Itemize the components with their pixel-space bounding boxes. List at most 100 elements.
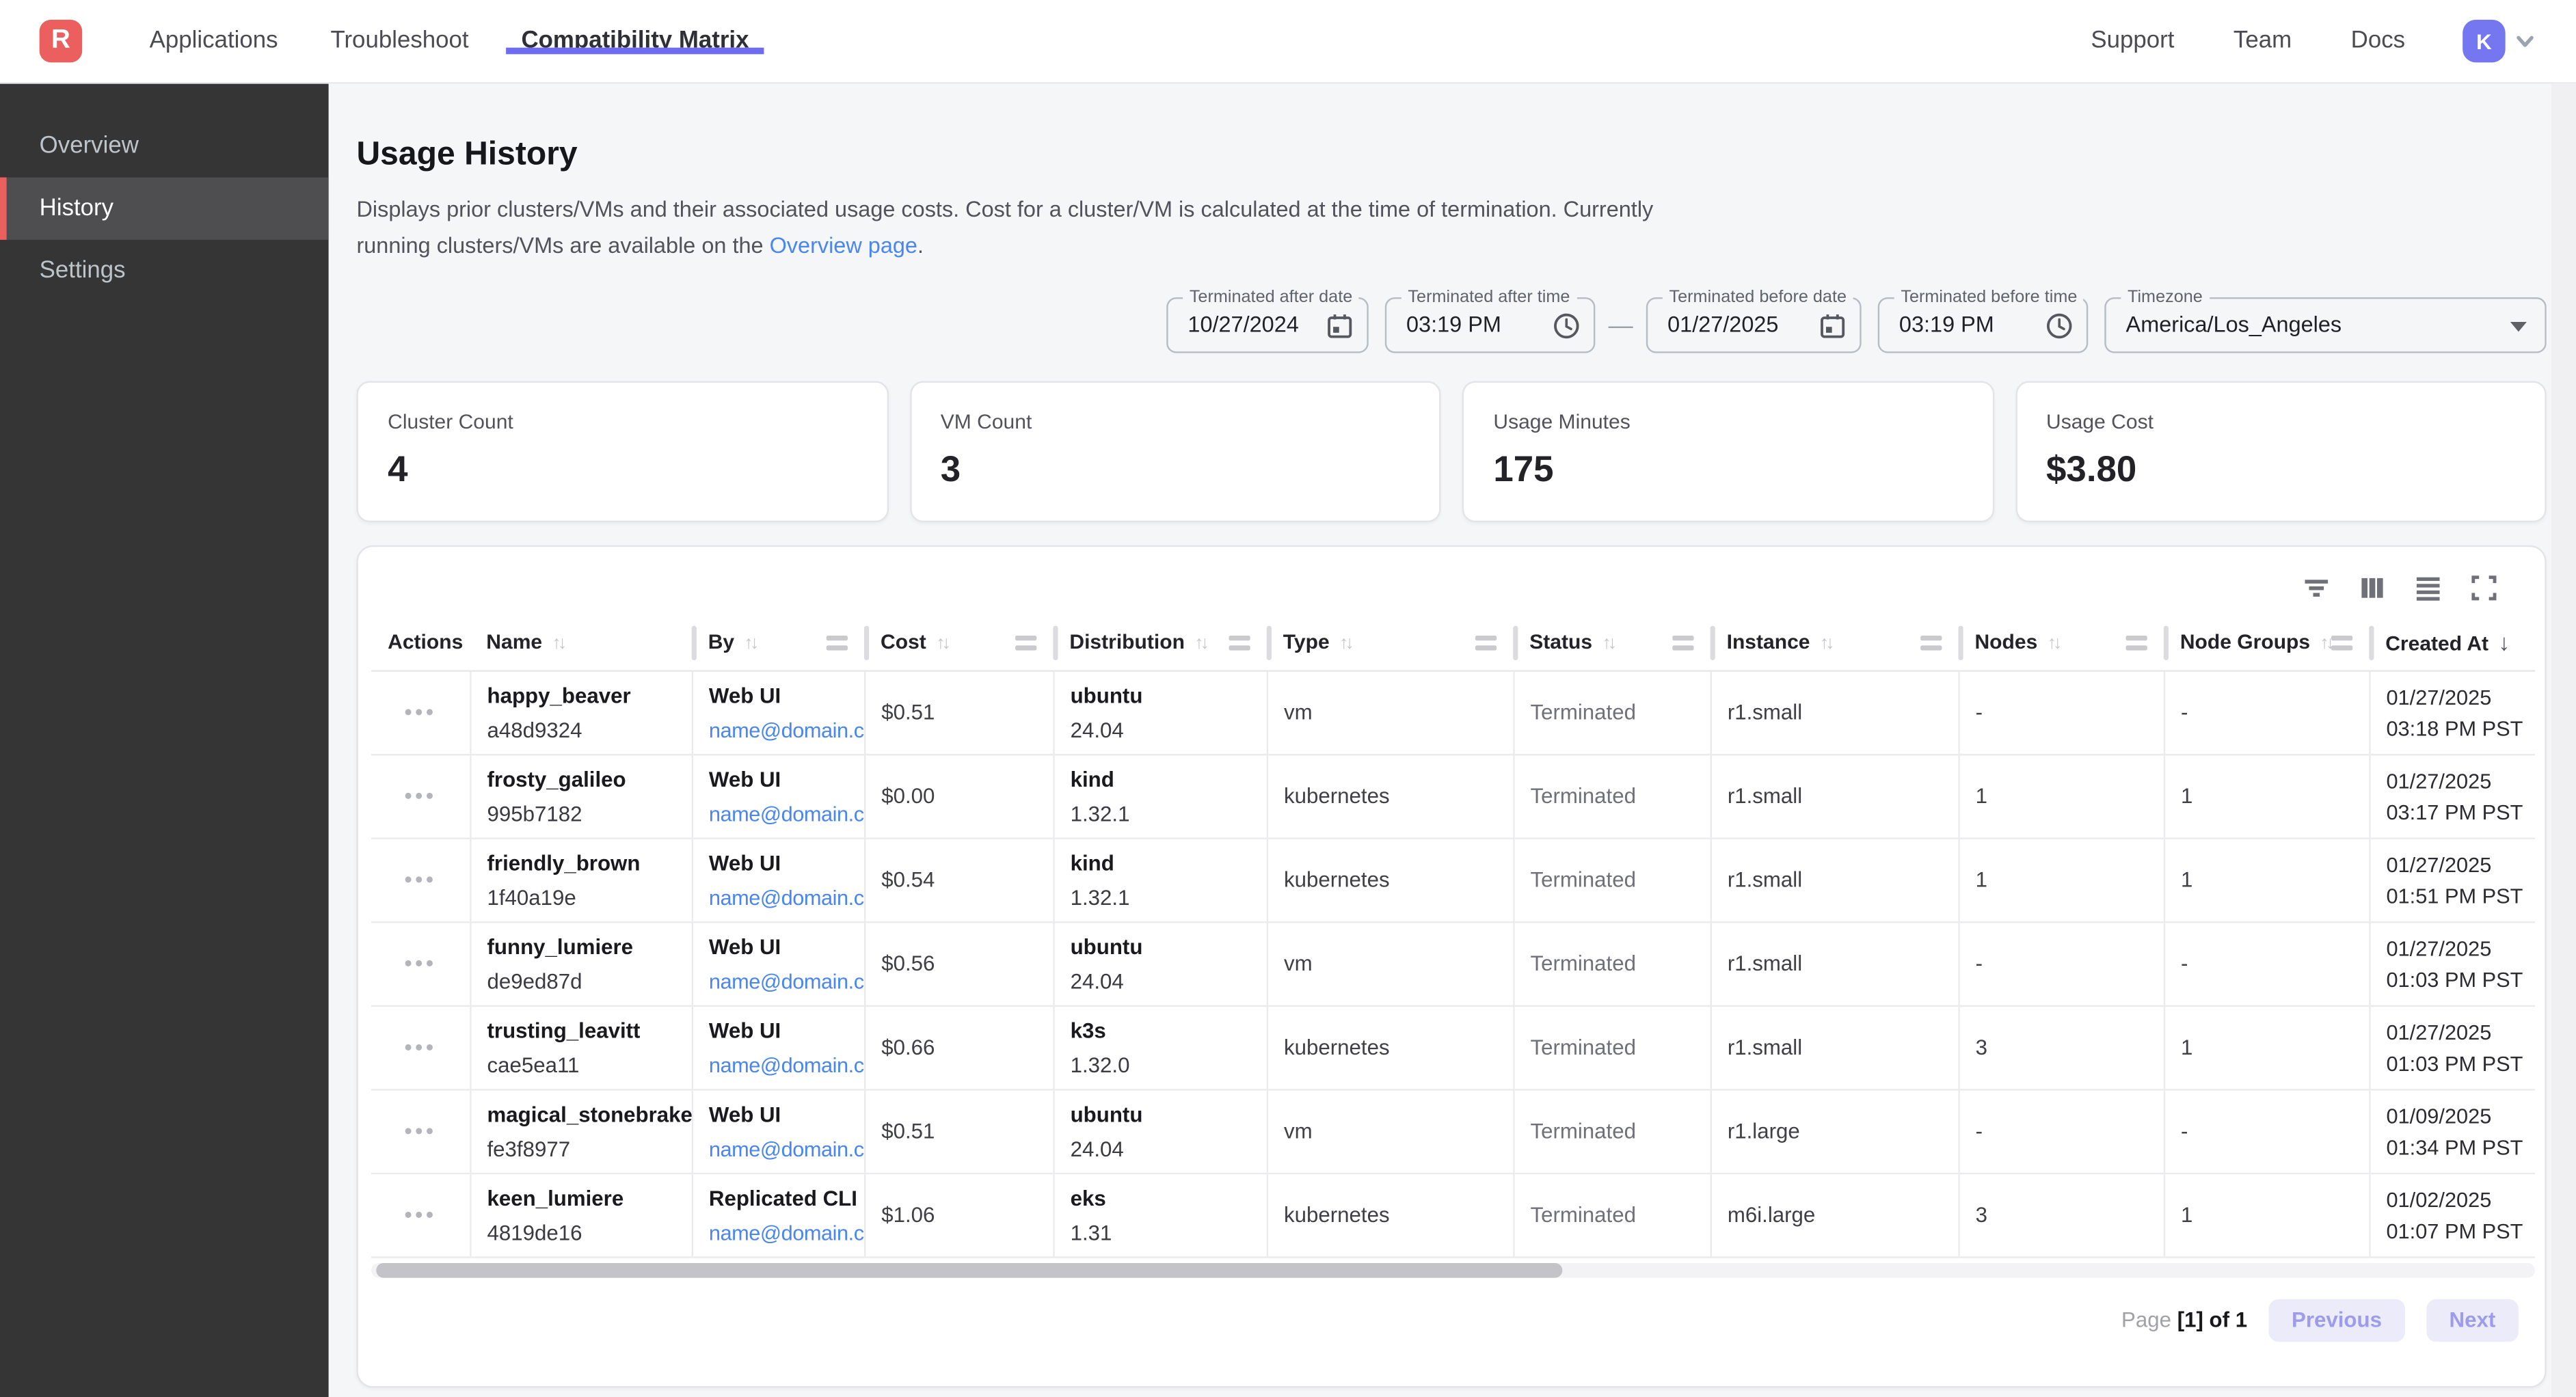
terminated-before-date-input[interactable]: Terminated before date 01/27/2025 [1646, 287, 1862, 353]
sort-desc-icon[interactable]: ↓ [2498, 629, 2510, 656]
nav-item-applications[interactable]: Applications [149, 27, 278, 55]
cell-primary-text: friendly_brown [487, 850, 641, 875]
email-link[interactable]: name@domain.com [708, 884, 864, 910]
page-scrollbar[interactable] [2551, 83, 2576, 1397]
column-menu-icon[interactable] [1920, 635, 1942, 651]
terminated-before-time-input[interactable]: Terminated before time 03:19 PM [1877, 287, 2089, 353]
column-header-distribution[interactable]: Distribution ↑↓ [1053, 616, 1267, 671]
column-menu-icon[interactable] [1672, 635, 1694, 651]
cell-primary-text: funny_lumiere [487, 934, 634, 959]
calendar-icon[interactable] [1326, 312, 1354, 340]
column-menu-icon[interactable] [1015, 635, 1037, 651]
terminated-before-time-label: Terminated before time [1894, 287, 2084, 308]
row-actions-menu-button[interactable]: ••• [404, 699, 437, 724]
overview-page-link[interactable]: Overview page [769, 232, 917, 258]
chevron-down-icon[interactable] [2514, 29, 2537, 53]
avatar[interactable]: K [2463, 19, 2506, 63]
page-title: Usage History [356, 136, 578, 173]
email-link[interactable]: name@domain.com [708, 1135, 864, 1161]
cell-node-groups: 1 [2162, 1005, 2370, 1090]
sidebar-item-history[interactable]: History [0, 177, 329, 240]
nav-item-team[interactable]: Team [2233, 27, 2292, 55]
row-actions-menu-button[interactable]: ••• [404, 1034, 437, 1059]
fullscreen-icon[interactable] [2469, 573, 2499, 603]
nav-item-compatibility-matrix[interactable]: Compatibility Matrix [506, 28, 764, 55]
cell-type: vm [1265, 670, 1514, 755]
column-header-by[interactable]: By ↑↓ [691, 616, 865, 671]
terminated-after-time-input[interactable]: Terminated after time 03:19 PM [1384, 287, 1596, 353]
email-link[interactable]: name@domain.com [708, 800, 864, 826]
cell-by: Web UI name@domain.com [690, 754, 865, 839]
cell-distribution: k3s 1.32.0 [1052, 1005, 1267, 1090]
email-link[interactable]: name@domain.com [708, 1052, 864, 1077]
cell-cost: $0.56 [863, 921, 1054, 1006]
clock-icon[interactable] [1553, 312, 1581, 340]
cell-secondary-text: 1.32.1 [1070, 800, 1130, 826]
terminated-after-date-input[interactable]: Terminated after date 10/27/2024 [1166, 287, 1369, 353]
scrollbar-thumb[interactable] [376, 1262, 1563, 1277]
sort-icon[interactable]: ↑↓ [1194, 634, 1209, 655]
cell-primary-text: ubuntu [1070, 934, 1143, 959]
cell-status: Terminated [1512, 754, 1710, 839]
sidebar-item-overview[interactable]: Overview [39, 133, 139, 160]
email-link[interactable]: name@domain.com [708, 716, 864, 742]
cell-nodes: - [1957, 921, 2164, 1006]
cell-type: vm [1265, 1089, 1514, 1174]
nav-item-docs[interactable]: Docs [2350, 27, 2406, 55]
cell-by: Web UI name@domain.com [690, 921, 865, 1006]
column-menu-icon[interactable] [826, 635, 848, 651]
created-date: 01/09/2025 [2386, 1102, 2492, 1128]
clock-icon[interactable] [2045, 312, 2074, 340]
row-actions-menu-button[interactable]: ••• [404, 1118, 437, 1143]
row-actions-menu-button[interactable]: ••• [404, 1202, 437, 1228]
description-suffix: . [917, 232, 924, 258]
row-actions-menu-button[interactable]: ••• [404, 951, 437, 976]
timezone-select[interactable]: Timezone America/Los_Angeles [2104, 287, 2547, 353]
nav-item-troubleshoot[interactable]: Troubleshoot [330, 27, 469, 55]
cell-primary-text: magical_stonebraker [487, 1101, 692, 1126]
stat-card-vm-count: VM Count 3 [909, 381, 1441, 523]
table-row: ••• keen_lumiere 4819de16 Replicated CLI nam… [371, 1172, 2535, 1258]
sort-icon[interactable]: ↑↓ [1819, 634, 1835, 655]
cell-created-at: 01/02/2025 01:07 PM PST [2368, 1172, 2535, 1258]
cell-nodes: 3 [1957, 1172, 2164, 1258]
column-header-node_groups[interactable]: Node Groups ↑↓ [2163, 616, 2370, 671]
sort-icon[interactable]: ↑↓ [2047, 634, 2063, 655]
calendar-icon[interactable] [1819, 312, 1847, 340]
cell-node-groups: - [2162, 1089, 2370, 1174]
column-header-status[interactable]: Status ↑↓ [1513, 616, 1710, 671]
row-actions-menu-button[interactable]: ••• [404, 783, 437, 809]
density-icon[interactable] [2413, 573, 2443, 603]
columns-icon[interactable] [2357, 573, 2387, 603]
previous-page-button[interactable]: Previous [2268, 1298, 2405, 1342]
column-menu-icon[interactable] [1475, 635, 1497, 651]
sort-icon[interactable]: ↑↓ [1602, 634, 1617, 655]
column-header-nodes[interactable]: Nodes ↑↓ [1958, 616, 2164, 671]
column-header-instance[interactable]: Instance ↑↓ [1710, 616, 1959, 671]
cell-primary-text: kind [1070, 766, 1114, 791]
sidebar-item-settings[interactable]: Settings [39, 258, 126, 284]
cell-instance: r1.small [1709, 921, 1959, 1006]
email-link[interactable]: name@domain.com [708, 1219, 864, 1245]
column-menu-icon[interactable] [2125, 635, 2147, 651]
email-link[interactable]: name@domain.com [708, 968, 864, 993]
sort-icon[interactable]: ↑↓ [2320, 634, 2335, 655]
sort-icon[interactable]: ↑↓ [936, 634, 951, 655]
replicated-logo[interactable]: R [39, 19, 83, 63]
sort-icon[interactable]: ↑↓ [552, 634, 567, 655]
nav-item-support[interactable]: Support [2091, 27, 2175, 55]
sort-icon[interactable]: ↑↓ [744, 634, 760, 655]
column-header-created_at[interactable]: Created At ↓ [2369, 616, 2535, 671]
table-horizontal-scrollbar [371, 1262, 2535, 1277]
sort-icon[interactable]: ↑↓ [1339, 634, 1354, 655]
terminated-after-date-value: 10/27/2024 [1188, 312, 1299, 337]
column-menu-icon[interactable] [2331, 635, 2353, 651]
next-page-button[interactable]: Next [2426, 1298, 2519, 1342]
column-header-cost[interactable]: Cost ↑↓ [864, 616, 1054, 671]
column-header-type[interactable]: Type ↑↓ [1266, 616, 1514, 671]
filter-icon[interactable] [2302, 573, 2331, 603]
cell-instance: r1.small [1709, 1005, 1959, 1090]
column-menu-icon[interactable] [1229, 635, 1250, 651]
column-header-name[interactable]: Name ↑↓ [470, 616, 692, 671]
row-actions-menu-button[interactable]: ••• [404, 867, 437, 892]
